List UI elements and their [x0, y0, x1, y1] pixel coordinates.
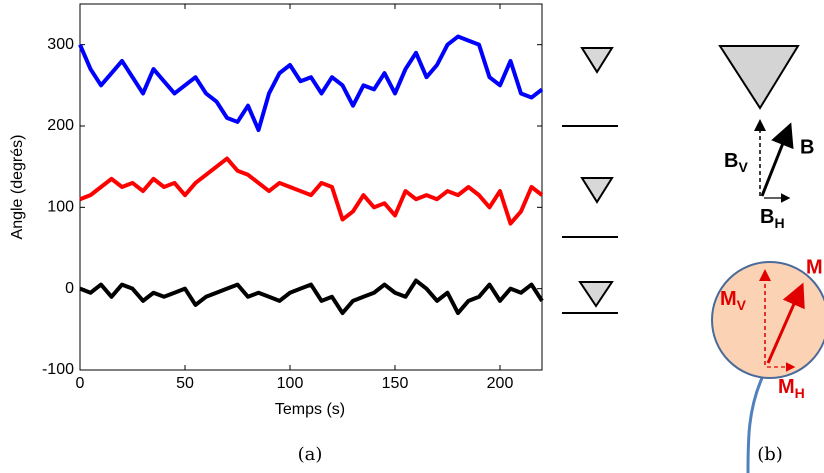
plot-frame	[79, 3, 543, 371]
line-series	[78, 34, 544, 133]
line-series	[79, 156, 544, 226]
panel-label: (a)	[298, 444, 323, 465]
x-tick-label: 0	[76, 375, 85, 392]
y-axis-label: Angle (degrés)	[9, 135, 26, 240]
y-tick-label: 200	[47, 117, 74, 134]
panel-label: (b)	[757, 444, 783, 465]
y-tick-label: -100	[42, 361, 74, 378]
label: MV	[720, 288, 747, 312]
x-tick-label: 50	[176, 375, 194, 392]
layer-sketch	[562, 47, 618, 314]
label: BV	[724, 150, 748, 174]
label: M	[806, 256, 823, 278]
x-axis-label: Temps (s)	[275, 401, 345, 418]
y-tick-label: 100	[47, 199, 74, 216]
label: MH	[778, 376, 805, 400]
label: B	[800, 136, 814, 158]
diagram: BV B BH MV M MH	[711, 45, 824, 473]
x-tick-label: 150	[382, 375, 409, 392]
x-tick-label: 100	[277, 375, 304, 392]
y-tick-label: 0	[65, 280, 74, 297]
label: BH	[760, 206, 785, 230]
line-series	[79, 278, 544, 316]
x-tick-label: 200	[487, 375, 514, 392]
y-tick-label: 300	[47, 36, 74, 53]
